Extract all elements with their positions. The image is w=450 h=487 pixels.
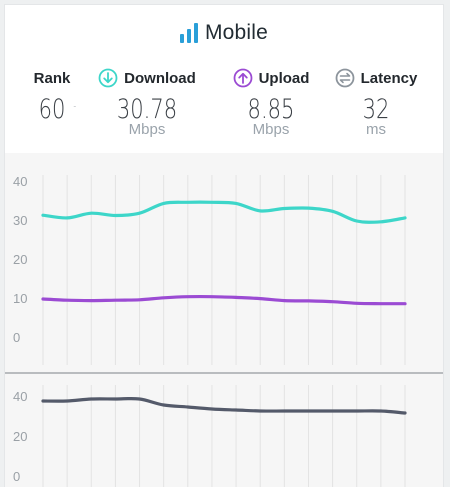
- arrow-down-circle-icon: [98, 68, 118, 88]
- signal-bars-icon: [179, 23, 198, 43]
- rank-value: 60 -: [38, 94, 77, 125]
- latency-unit: ms: [366, 121, 386, 138]
- latency-chart: 0 20 40: [13, 385, 407, 487]
- y-tick-label: 40: [13, 174, 27, 189]
- speed-chart: 0 10 20 30 40: [13, 174, 407, 365]
- upload-value: 8.85: [247, 94, 295, 125]
- network-title: Mobile: [5, 21, 443, 45]
- mobile-card: Mobile Rank 60 - Download: [4, 4, 444, 487]
- download-value: 30.78: [116, 94, 178, 125]
- speed-charts: 0 10 20 30 40 0 20 40: [5, 174, 443, 487]
- download-metric: Download 30.78 Mbps: [95, 67, 199, 137]
- arrow-up-circle-icon: [233, 68, 252, 88]
- y-tick-label: 30: [13, 213, 27, 228]
- metrics-row: Rank 60 - Download 30.78 Mbps: [5, 67, 443, 153]
- series-line-download: [41, 200, 407, 224]
- upload-label: Upload: [258, 69, 310, 87]
- series-line-latency: [41, 396, 407, 415]
- swap-circle-icon: [335, 68, 355, 88]
- series-line-upload: [41, 294, 407, 306]
- download-unit: Mbps: [128, 121, 166, 138]
- rank-metric: Rank 60 -: [27, 67, 77, 125]
- download-label: Download: [124, 69, 196, 87]
- rank-suffix: -: [73, 101, 77, 112]
- y-tick-label: 10: [13, 291, 27, 306]
- charts-area: 0 10 20 30 40 0 20 40: [5, 153, 443, 487]
- page-title: Mobile: [204, 21, 269, 44]
- upload-metric: Upload 8.85 Mbps: [223, 67, 319, 137]
- upload-unit: Mbps: [252, 121, 290, 138]
- y-tick-label: 20: [13, 429, 27, 444]
- latency-metric: Latency 32 ms: [331, 67, 421, 137]
- y-tick-label: 0: [13, 330, 20, 345]
- latency-value: 32: [362, 94, 390, 125]
- latency-label: Latency: [360, 69, 418, 87]
- y-tick-label: 40: [13, 389, 27, 404]
- rank-label: Rank: [33, 69, 71, 87]
- y-tick-label: 0: [13, 469, 20, 484]
- summary-header: Mobile Rank 60 - Download: [5, 5, 443, 153]
- y-tick-label: 20: [13, 252, 27, 267]
